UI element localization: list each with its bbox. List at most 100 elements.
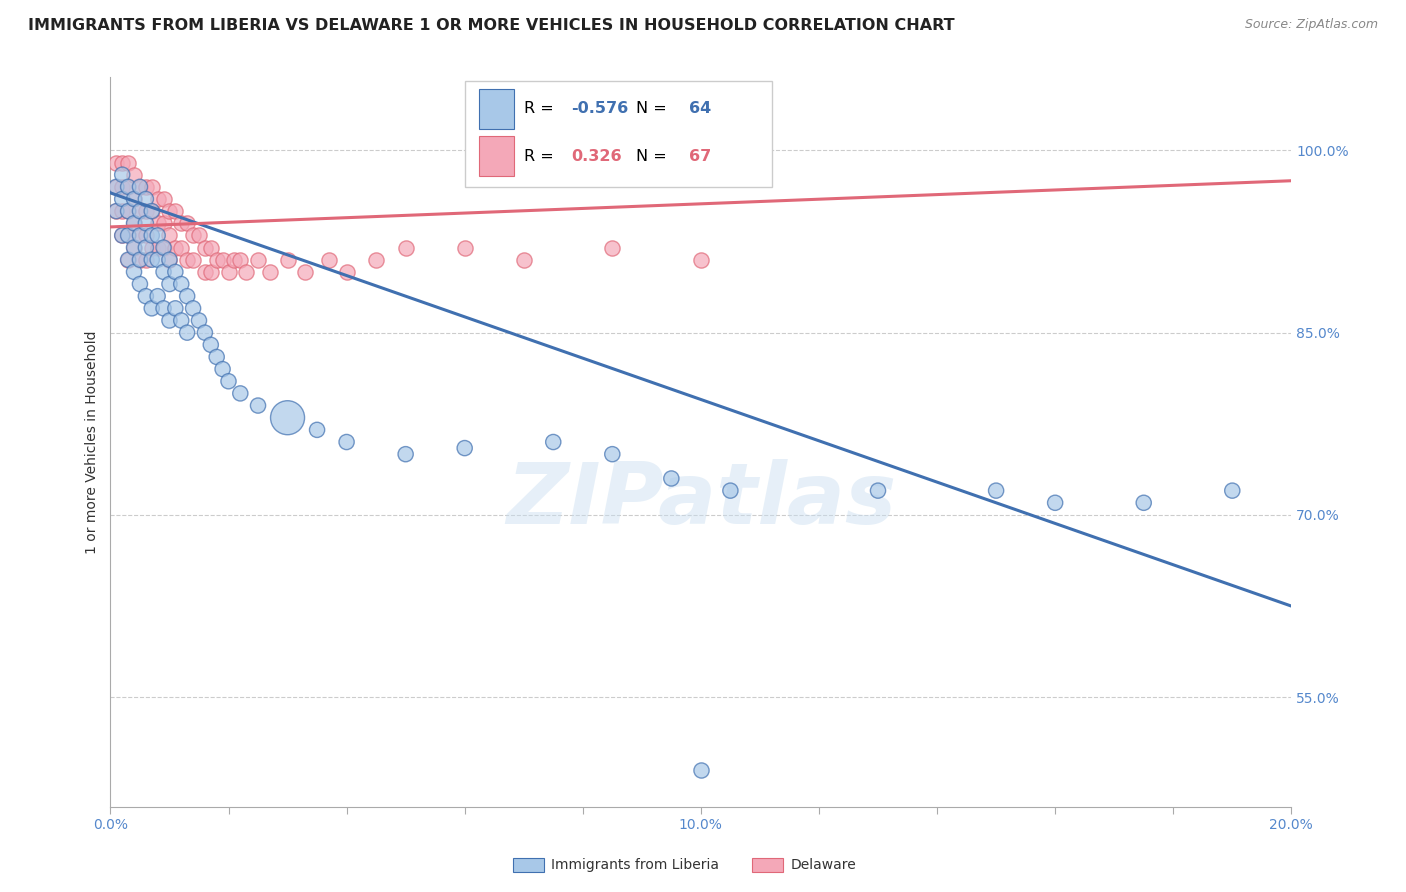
Point <box>122 192 145 206</box>
Point <box>229 252 252 267</box>
Point <box>165 265 187 279</box>
Text: R =: R = <box>523 102 558 116</box>
Point <box>111 179 134 194</box>
Point <box>122 241 145 255</box>
Point <box>866 483 889 498</box>
Point <box>146 241 169 255</box>
Point <box>129 179 152 194</box>
Point <box>141 228 163 243</box>
Point <box>141 252 163 267</box>
Point <box>129 277 152 291</box>
Point <box>454 241 477 255</box>
Point <box>159 313 181 327</box>
Point <box>1220 483 1243 498</box>
Point <box>152 301 174 316</box>
Point <box>395 447 418 461</box>
Point <box>211 252 233 267</box>
Point <box>117 252 139 267</box>
Point <box>122 168 145 182</box>
Point <box>689 763 711 777</box>
Point <box>188 313 211 327</box>
Point <box>165 241 187 255</box>
Point <box>152 241 174 255</box>
Point <box>152 216 174 230</box>
Text: 0.326: 0.326 <box>571 149 621 164</box>
Point <box>135 228 157 243</box>
Point <box>218 265 240 279</box>
Point <box>159 252 181 267</box>
Point <box>984 483 1007 498</box>
Point <box>718 483 741 498</box>
Point <box>111 228 134 243</box>
Point <box>395 241 418 255</box>
Point <box>105 155 128 169</box>
Text: Delaware: Delaware <box>790 858 856 872</box>
Point <box>117 179 139 194</box>
Point <box>129 204 152 219</box>
FancyBboxPatch shape <box>479 88 515 128</box>
Point <box>170 241 193 255</box>
Point <box>159 228 181 243</box>
Point <box>117 155 139 169</box>
Point <box>111 168 134 182</box>
Point <box>218 374 240 388</box>
Point <box>277 252 299 267</box>
Point <box>600 447 623 461</box>
FancyBboxPatch shape <box>465 81 772 186</box>
Point <box>111 204 134 219</box>
Point <box>111 228 134 243</box>
Point <box>294 265 316 279</box>
Point <box>159 204 181 219</box>
Point <box>181 301 204 316</box>
Point <box>122 241 145 255</box>
Point <box>512 252 534 267</box>
Point <box>111 192 134 206</box>
Point <box>194 326 217 340</box>
Text: IMMIGRANTS FROM LIBERIA VS DELAWARE 1 OR MORE VEHICLES IN HOUSEHOLD CORRELATION : IMMIGRANTS FROM LIBERIA VS DELAWARE 1 OR… <box>28 18 955 33</box>
Point <box>194 265 217 279</box>
Point <box>105 204 128 219</box>
Point <box>176 252 198 267</box>
Point <box>1132 496 1154 510</box>
Point <box>170 313 193 327</box>
Point <box>141 179 163 194</box>
Point <box>307 423 329 437</box>
Y-axis label: 1 or more Vehicles in Household: 1 or more Vehicles in Household <box>86 330 100 554</box>
Text: ZIPatlas: ZIPatlas <box>506 458 896 541</box>
Text: 67: 67 <box>689 149 711 164</box>
Point <box>176 326 198 340</box>
Point <box>117 228 139 243</box>
Point <box>122 192 145 206</box>
Point <box>111 155 134 169</box>
Point <box>229 386 252 401</box>
Text: R =: R = <box>523 149 558 164</box>
Point <box>205 252 228 267</box>
Point <box>205 350 228 364</box>
Point <box>105 204 128 219</box>
Point <box>135 252 157 267</box>
Text: Immigrants from Liberia: Immigrants from Liberia <box>551 858 718 872</box>
Text: Source: ZipAtlas.com: Source: ZipAtlas.com <box>1244 18 1378 31</box>
Point <box>194 241 217 255</box>
Point <box>211 362 233 376</box>
Point <box>117 252 139 267</box>
Point <box>135 289 157 303</box>
Point <box>129 204 152 219</box>
Point <box>454 441 477 455</box>
Point <box>129 252 152 267</box>
Point <box>159 277 181 291</box>
Point <box>165 204 187 219</box>
Point <box>122 216 145 230</box>
Point <box>135 241 157 255</box>
Point <box>247 399 270 413</box>
Point <box>318 252 340 267</box>
Point <box>541 435 564 450</box>
Point <box>176 216 198 230</box>
Point <box>117 204 139 219</box>
Point <box>129 252 152 267</box>
Point <box>170 277 193 291</box>
Point <box>146 228 169 243</box>
Point <box>200 241 222 255</box>
Text: 64: 64 <box>689 102 711 116</box>
Point <box>689 252 711 267</box>
